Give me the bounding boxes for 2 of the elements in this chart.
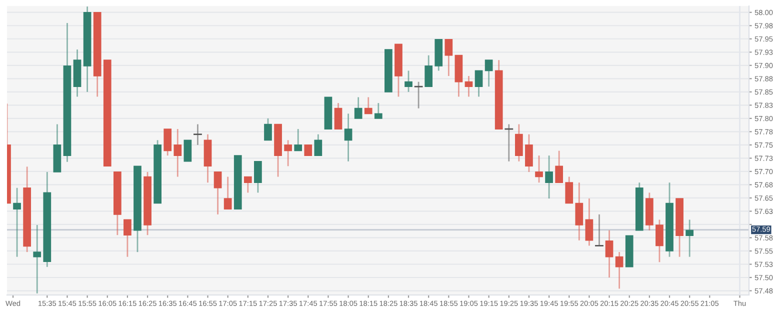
candlestick <box>304 144 312 156</box>
candlestick <box>184 140 192 162</box>
